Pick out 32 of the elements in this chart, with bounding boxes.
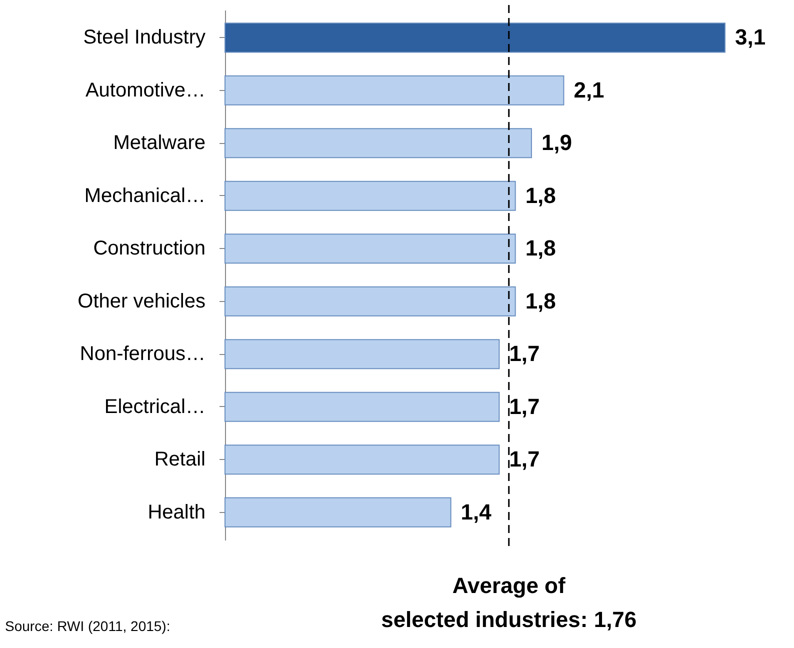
y-tick-label: Non-ferrous… bbox=[80, 343, 206, 366]
y-tick-label: Automotive… bbox=[85, 79, 206, 102]
ref-line-label: Average of selected industries: 1,76 bbox=[381, 573, 637, 632]
bar bbox=[224, 128, 532, 158]
data-label: 2,1 bbox=[574, 77, 604, 102]
bar bbox=[224, 22, 726, 53]
data-label: 1,4 bbox=[460, 499, 492, 524]
y-tick-label: Retail bbox=[154, 448, 206, 471]
bar bbox=[224, 234, 516, 264]
y-tick-label: Steel Industry bbox=[83, 26, 206, 49]
data-label: 1,7 bbox=[509, 394, 540, 419]
data-label: 1,9 bbox=[541, 130, 572, 156]
source-note: Source: RWI (2011, 2015): bbox=[5, 618, 170, 634]
data-label: 1,8 bbox=[525, 288, 556, 314]
data-label: 1,8 bbox=[525, 182, 556, 208]
data-label: 3,1 bbox=[735, 24, 766, 50]
data-label: 1,7 bbox=[509, 446, 540, 472]
y-tick-label: Metalware bbox=[113, 132, 206, 154]
y-tick-label: Other vehicles bbox=[78, 290, 206, 312]
y-tick-label: Health bbox=[148, 501, 206, 524]
y-tick-label: Mechanical… bbox=[84, 184, 206, 207]
bar bbox=[224, 444, 500, 475]
y-tick-label: Electrical… bbox=[104, 396, 206, 418]
bar bbox=[224, 75, 564, 106]
bar bbox=[224, 392, 500, 422]
data-label: 1,7 bbox=[509, 341, 540, 366]
bar bbox=[224, 286, 516, 316]
bar bbox=[224, 180, 516, 211]
bar bbox=[224, 339, 500, 370]
y-tick-label: Construction bbox=[93, 238, 206, 260]
data-label: 1,8 bbox=[525, 236, 556, 261]
bar bbox=[224, 497, 452, 528]
